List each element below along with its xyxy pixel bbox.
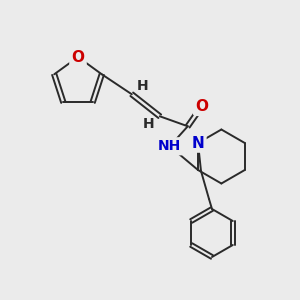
Text: O: O (71, 50, 85, 64)
Text: N: N (192, 136, 204, 151)
Text: O: O (195, 99, 208, 114)
Text: H: H (137, 79, 148, 93)
Text: H: H (143, 117, 154, 131)
Text: NH: NH (158, 139, 181, 153)
